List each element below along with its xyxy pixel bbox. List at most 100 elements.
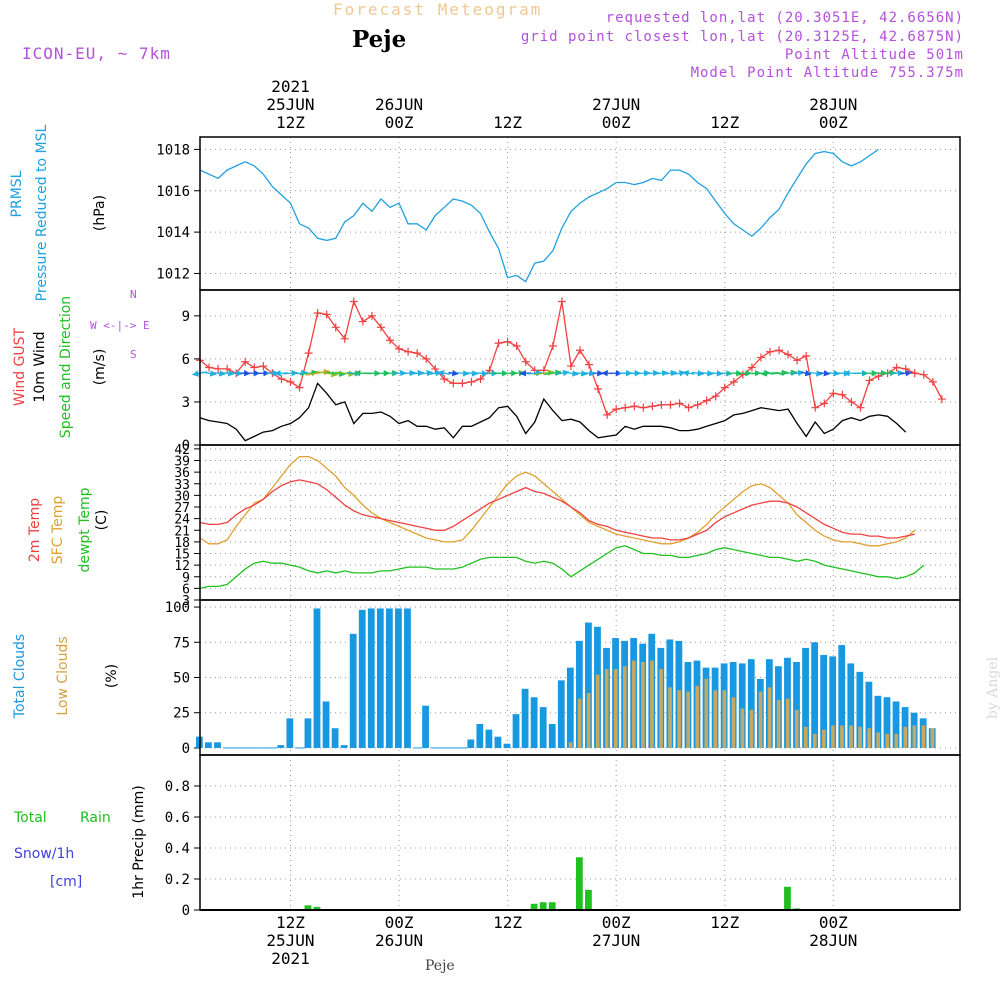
wind-direction-arrow xyxy=(315,370,338,378)
low-cloud-bar xyxy=(903,726,908,748)
label-snow: Snow/1h xyxy=(14,846,75,862)
total-cloud-bar xyxy=(205,742,212,748)
precip-bar xyxy=(539,902,547,910)
wind-direction-arrow xyxy=(305,368,331,376)
top-axis-line2: 25JUN xyxy=(266,95,315,114)
wind-direction-arrow xyxy=(455,370,470,377)
wind-gust-point xyxy=(395,344,404,353)
bottom-axis-label: 12Z xyxy=(685,914,765,968)
compass-s: S xyxy=(130,348,137,361)
low-cloud-bar xyxy=(604,669,609,748)
top-axis-line3: 12Z xyxy=(710,113,740,132)
wind-gust-point xyxy=(259,362,268,371)
low-cloud-bar xyxy=(849,725,853,748)
y-tick-label: 50 xyxy=(173,671,190,687)
total-cloud-bar xyxy=(892,701,900,748)
wind-gust-point xyxy=(919,370,928,379)
wind-direction-arrow xyxy=(448,369,459,377)
precip-bar xyxy=(548,902,556,910)
bottom-axis-line1: 00Z xyxy=(818,913,848,932)
wind-gust-point xyxy=(729,377,738,386)
y-tick-label: 1014 xyxy=(156,225,190,241)
model-altitude: Model Point Altitude 755.375m xyxy=(690,65,964,81)
wind-direction-arrow xyxy=(654,369,669,377)
total-cloud-bar xyxy=(385,608,393,748)
total-cloud-bar xyxy=(883,697,891,748)
wind-direction-arrow xyxy=(533,369,555,376)
top-axis-line1: 2021 xyxy=(271,77,310,96)
total-cloud-bar xyxy=(214,742,221,748)
y-tick-label: 6 xyxy=(182,352,190,368)
wind-gust-point xyxy=(503,337,512,346)
wind-gust-point xyxy=(322,310,331,319)
total-cloud-bar xyxy=(793,662,800,748)
wind-gust-point xyxy=(811,403,820,412)
bottom-axis-line2: 25JUN xyxy=(266,931,315,950)
y-tick-label: 1016 xyxy=(156,184,190,200)
bottom-axis-label: 00Z 27JUN xyxy=(576,914,656,968)
y-tick-label: 33 xyxy=(174,478,190,493)
wind-direction-arrow xyxy=(563,370,579,377)
low-cloud-bar xyxy=(586,693,591,748)
wind-gust-point xyxy=(856,403,865,412)
station-name: Peje xyxy=(352,26,407,53)
wind-direction-arrow xyxy=(283,369,299,377)
low-cloud-bar xyxy=(867,728,871,748)
wind-gust-point xyxy=(639,403,648,412)
wind-gust-point xyxy=(865,376,874,385)
low-cloud-bar xyxy=(595,674,600,748)
wind-direction-arrow xyxy=(818,369,831,377)
wind-gust-point xyxy=(241,357,250,366)
label-rain: Rain xyxy=(80,810,111,826)
top-axis-label: 28JUN 00Z xyxy=(793,78,873,132)
wind-gust-point xyxy=(349,297,358,306)
wind-gust-line xyxy=(199,299,943,416)
wind-direction-arrow xyxy=(464,370,479,377)
y-tick-label: 3 xyxy=(182,594,190,609)
total-cloud-bar xyxy=(503,743,511,748)
wind-gust-point xyxy=(286,377,295,386)
low-cloud-bar xyxy=(894,733,899,748)
total-cloud-bar xyxy=(313,608,321,748)
y-tick-label: 42 xyxy=(174,443,190,458)
bottom-axis-line1: 12Z xyxy=(276,913,305,932)
total-cloud-bar xyxy=(367,608,375,748)
total-cloud-bar xyxy=(747,659,755,748)
wind-direction-arrow xyxy=(808,370,823,377)
bottom-axis-label: 00Z 26JUN xyxy=(359,914,439,968)
wind-gust-point xyxy=(621,403,630,412)
y-tick-label: 0.2 xyxy=(165,872,190,888)
bottom-axis-line1: 00Z xyxy=(601,913,631,932)
wind-gust-point xyxy=(250,363,259,372)
wind-gust-point xyxy=(214,364,223,373)
temp-2m-line xyxy=(199,479,915,541)
total-cloud-bar xyxy=(585,622,592,748)
bottom-axis-label: 12Z xyxy=(468,914,548,968)
top-axis-line2: 27JUN xyxy=(592,95,641,114)
wind-gust-point xyxy=(313,308,322,317)
total-cloud-bar xyxy=(395,608,402,748)
y-tick-label: 18 xyxy=(174,536,190,551)
wind-gust-point xyxy=(657,400,666,409)
compass-we: W <-|-> E xyxy=(90,319,150,332)
y-tick-label: 6 xyxy=(182,582,190,597)
low-cloud-bar xyxy=(813,733,817,748)
wind-gust-point xyxy=(376,323,385,332)
wind-direction-arrow xyxy=(760,370,779,377)
wind-gust-point xyxy=(277,374,286,383)
wind-gust-point xyxy=(802,352,811,361)
low-cloud-bar xyxy=(568,742,573,748)
wind-direction-arrow xyxy=(779,369,798,377)
low-cloud-bar xyxy=(641,662,645,748)
wind-gust-point xyxy=(793,356,802,365)
wind-gust-point xyxy=(548,341,557,350)
total-cloud-bar xyxy=(829,656,837,748)
wind-gust-point xyxy=(494,339,503,348)
chart-title: Forecast Meteogram xyxy=(333,0,543,19)
total-cloud-bar xyxy=(286,718,294,748)
y-tick-label: 15 xyxy=(174,548,190,563)
low-cloud-bar xyxy=(794,709,799,748)
top-axis-line2: 28JUN xyxy=(809,95,858,114)
wind-direction-arrow xyxy=(419,369,434,377)
